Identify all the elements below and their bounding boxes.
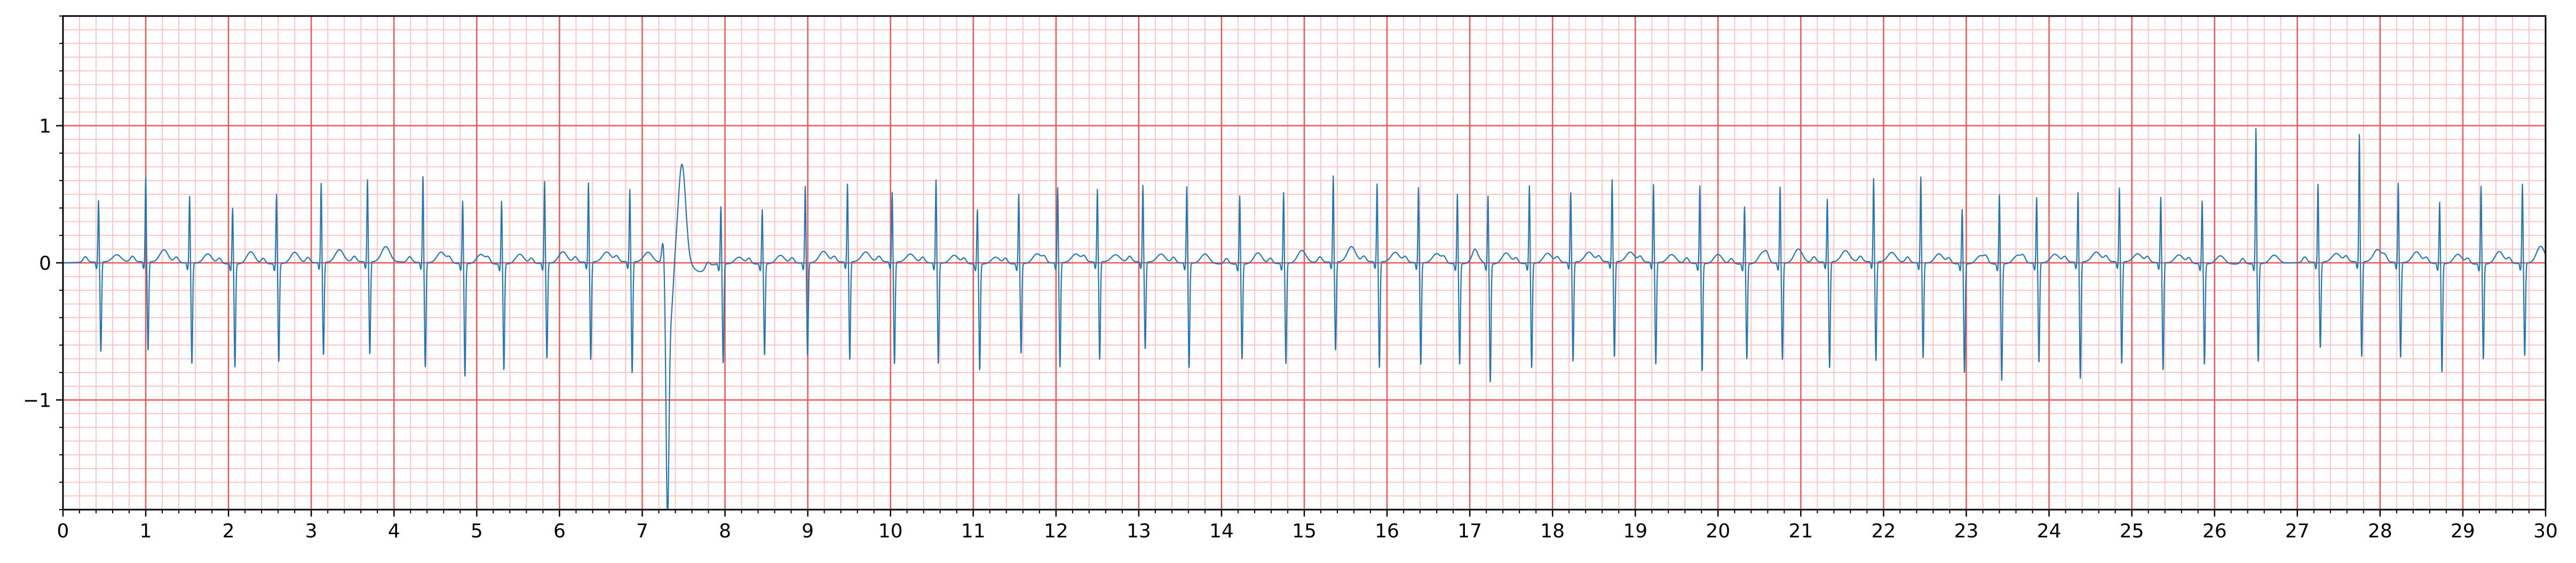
x-tick-label: 15 (1292, 520, 1317, 542)
x-tick-label: 29 (2451, 520, 2475, 542)
x-tick-label: 18 (1540, 520, 1565, 542)
ecg-trace (62, 128, 2547, 511)
x-tick-label: 17 (1457, 520, 1482, 542)
y-tick-label: −1 (23, 390, 51, 411)
ecg-series-line (62, 128, 2547, 511)
x-tick-label: 14 (1209, 520, 1234, 542)
x-tick-label: 28 (2368, 520, 2392, 542)
x-tick-label: 10 (878, 520, 903, 542)
x-tick-label: 13 (1127, 520, 1151, 542)
y-axis: −1 0 1 (23, 15, 63, 510)
x-tick-label: 5 (471, 520, 483, 542)
x-tick-label: 30 (2533, 520, 2558, 542)
x-tick-label: 27 (2285, 520, 2310, 542)
x-tick-label: 9 (802, 520, 814, 542)
x-tick-label: 21 (1788, 520, 1813, 542)
x-tick-label: 11 (961, 520, 986, 542)
x-tick-label: 25 (2120, 520, 2144, 542)
x-tick-label: 1 (140, 520, 152, 542)
x-tick-label: 20 (1706, 520, 1730, 542)
x-tick-label: 22 (1872, 520, 1896, 542)
x-tick-label: 19 (1623, 520, 1647, 542)
x-tick-label: 8 (719, 520, 731, 542)
x-tick-label: 6 (553, 520, 566, 542)
x-tick-label: 4 (388, 520, 400, 542)
x-tick-label: 24 (2037, 520, 2062, 542)
x-tick-label: 23 (1954, 520, 1979, 542)
x-tick-label: 7 (636, 520, 648, 542)
x-tick-label: 3 (305, 520, 318, 542)
x-tick-label: 0 (57, 520, 69, 542)
x-tick-label: 26 (2202, 520, 2227, 542)
x-tick-label: 16 (1375, 520, 1399, 542)
x-tick-label: 12 (1044, 520, 1068, 542)
x-tick-label: 2 (223, 520, 235, 542)
y-tick-label: 0 (39, 253, 51, 275)
x-axis: 0 1 2 3 4 5 6 7 8 9 10 11 12 13 14 15 16 17 18 19 20 21 22 23 24… (57, 510, 2558, 542)
y-tick-label: 1 (39, 116, 51, 138)
